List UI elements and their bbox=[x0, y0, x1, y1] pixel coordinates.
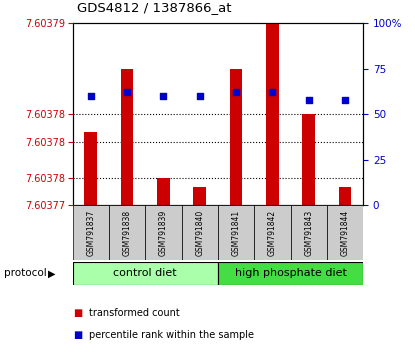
Text: percentile rank within the sample: percentile rank within the sample bbox=[89, 330, 254, 339]
Text: GSM791842: GSM791842 bbox=[268, 210, 277, 256]
Bar bbox=[73, 262, 218, 285]
Bar bbox=[229, 69, 242, 205]
Text: ■: ■ bbox=[73, 330, 82, 339]
Bar bbox=[157, 178, 170, 205]
Bar bbox=[218, 205, 254, 260]
Bar bbox=[290, 205, 327, 260]
Bar bbox=[121, 69, 134, 205]
Text: ▶: ▶ bbox=[48, 268, 55, 279]
Bar bbox=[254, 205, 290, 260]
Bar bbox=[302, 114, 315, 205]
Bar bbox=[181, 205, 218, 260]
Bar bbox=[145, 205, 181, 260]
Bar bbox=[339, 187, 352, 205]
Bar bbox=[193, 187, 206, 205]
Bar bbox=[84, 132, 97, 205]
Text: GSM791838: GSM791838 bbox=[122, 210, 132, 256]
Point bbox=[160, 93, 167, 99]
Text: GSM791844: GSM791844 bbox=[340, 210, 349, 256]
Point bbox=[124, 90, 130, 95]
Bar bbox=[266, 0, 279, 205]
Point bbox=[269, 90, 276, 95]
Text: high phosphate diet: high phosphate diet bbox=[234, 268, 347, 279]
Text: transformed count: transformed count bbox=[89, 308, 180, 318]
Text: GSM791839: GSM791839 bbox=[159, 210, 168, 256]
Text: protocol: protocol bbox=[4, 268, 47, 279]
Bar bbox=[218, 262, 363, 285]
Point bbox=[305, 97, 312, 102]
Text: GDS4812 / 1387866_at: GDS4812 / 1387866_at bbox=[77, 1, 231, 14]
Text: GSM791840: GSM791840 bbox=[195, 210, 204, 256]
Text: GSM791837: GSM791837 bbox=[86, 210, 95, 256]
Bar bbox=[73, 205, 109, 260]
Bar bbox=[327, 205, 363, 260]
Text: ■: ■ bbox=[73, 308, 82, 318]
Point bbox=[233, 90, 239, 95]
Text: control diet: control diet bbox=[113, 268, 177, 279]
Text: GSM791843: GSM791843 bbox=[304, 210, 313, 256]
Point bbox=[196, 93, 203, 99]
Point bbox=[342, 97, 348, 102]
Text: GSM791841: GSM791841 bbox=[232, 210, 241, 256]
Point bbox=[88, 93, 94, 99]
Bar bbox=[109, 205, 145, 260]
